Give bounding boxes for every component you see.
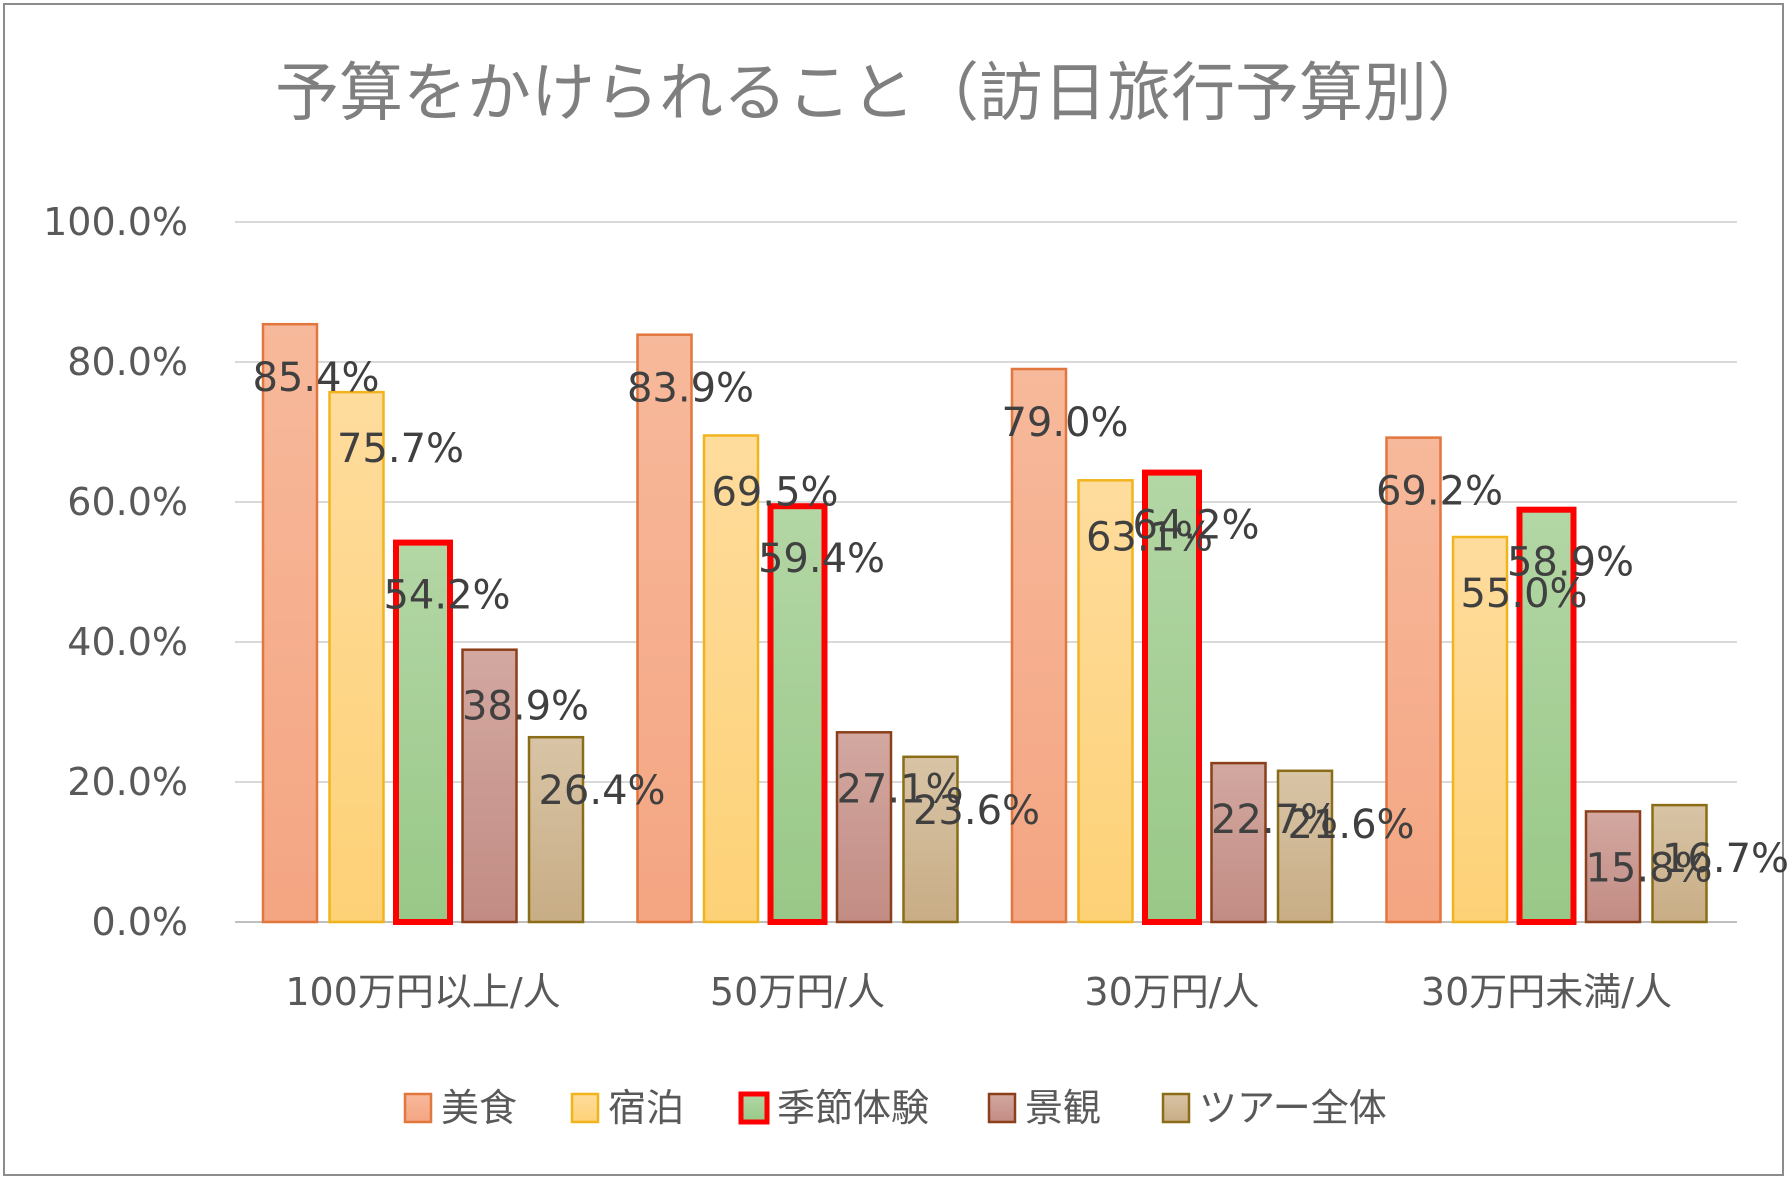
bar-季節体験-100万円以上/人 [393,539,453,925]
bar-季節体験-30万円未満/人 [1516,506,1577,925]
legend-label: 宿泊 [608,1086,684,1130]
bar-ツアー全体-100万円以上/人 [527,735,585,924]
data-label: 16.7% [1662,836,1789,882]
data-label: 22.7% [1211,797,1338,843]
legend-swatch [570,1092,600,1124]
data-label: 85.4% [252,355,379,401]
bar-景観-100万円以上/人 [461,648,518,924]
legend-label: ツアー全体 [1199,1086,1387,1130]
bars [261,322,1708,925]
x-category-label: 50万円/人 [710,970,885,1014]
legend-swatch [987,1092,1017,1124]
legend: 美食 宿泊 季節体験 景観 ツアー全体 [403,1086,1387,1130]
data-label: 26.4% [538,768,665,814]
bar-宿泊-100万円以上/人 [328,390,385,924]
legend-swatch [1161,1092,1191,1124]
legend-swatch [403,1092,433,1124]
bar-美食-100万円以上/人 [261,322,319,924]
chart-title: 予算をかけられること（訪日旅行予算別） [275,57,1491,131]
data-label: 55.0% [1460,571,1587,617]
bar-景観-30万円未満/人 [1584,810,1642,924]
x-category-label: 30万円未満/人 [1421,970,1672,1014]
data-label: 23.6% [913,788,1040,834]
bar-季節体験-50万円/人 [767,503,828,925]
data-label: 15.8% [1585,845,1712,891]
legend-label: 景観 [1025,1086,1101,1130]
bar-景観-50万円/人 [835,731,893,924]
data-label: 69.5% [711,470,838,516]
legend-label: 季節体験 [777,1086,929,1130]
data-label: 63.1% [1086,514,1213,560]
y-tick-label: 0.0% [91,900,188,944]
bar-宿泊-30万円/人 [1077,479,1134,924]
x-category-label: 30万円/人 [1084,970,1259,1014]
x-axis-categories: 100万円以上/人 50万円/人 30万円/人 30万円未満/人 [285,970,1672,1014]
y-axis-ticks: 0.0% 20.0% 40.0% 60.0% 80.0% 100.0% [43,200,188,944]
bar-ツアー全体-50万円/人 [902,755,959,924]
y-tick-label: 40.0% [67,620,188,664]
bar-季節体験-30万円/人 [1142,469,1202,925]
data-label: 69.2% [1376,469,1503,515]
data-label: 83.9% [627,366,754,412]
data-label: 38.9% [462,684,589,730]
bar-景観-30万円/人 [1210,761,1267,924]
data-label: 64.2% [1132,503,1259,549]
bar-美食-50万円/人 [636,333,693,924]
data-label: 21.6% [1287,802,1414,848]
y-tick-label: 20.0% [67,760,188,804]
data-label: 58.9% [1507,540,1634,586]
data-label: 54.2% [383,573,510,619]
bar-美食-30万円未満/人 [1385,436,1442,924]
data-label: 59.4% [758,536,885,582]
data-labels: 85.4% 75.7% 54.2% 38.9% 26.4% 83.9% 69.5% 59.4%… [252,355,1789,891]
data-label: 75.7% [337,426,464,472]
bar-宿泊-30万円未満/人 [1451,535,1509,924]
data-label: 27.1% [836,766,963,812]
bar-宿泊-50万円/人 [702,434,760,924]
data-label: 79.0% [1001,400,1128,446]
bar-美食-30万円/人 [1010,367,1068,924]
y-tick-label: 100.0% [43,200,188,244]
legend-swatch [738,1091,770,1125]
bar-ツアー全体-30万円/人 [1276,769,1334,924]
x-category-label: 100万円以上/人 [285,970,560,1014]
bar-ツアー全体-30万円未満/人 [1651,803,1708,924]
legend-label: 美食 [441,1086,517,1130]
y-tick-label: 60.0% [67,480,188,524]
y-tick-label: 80.0% [67,340,188,384]
